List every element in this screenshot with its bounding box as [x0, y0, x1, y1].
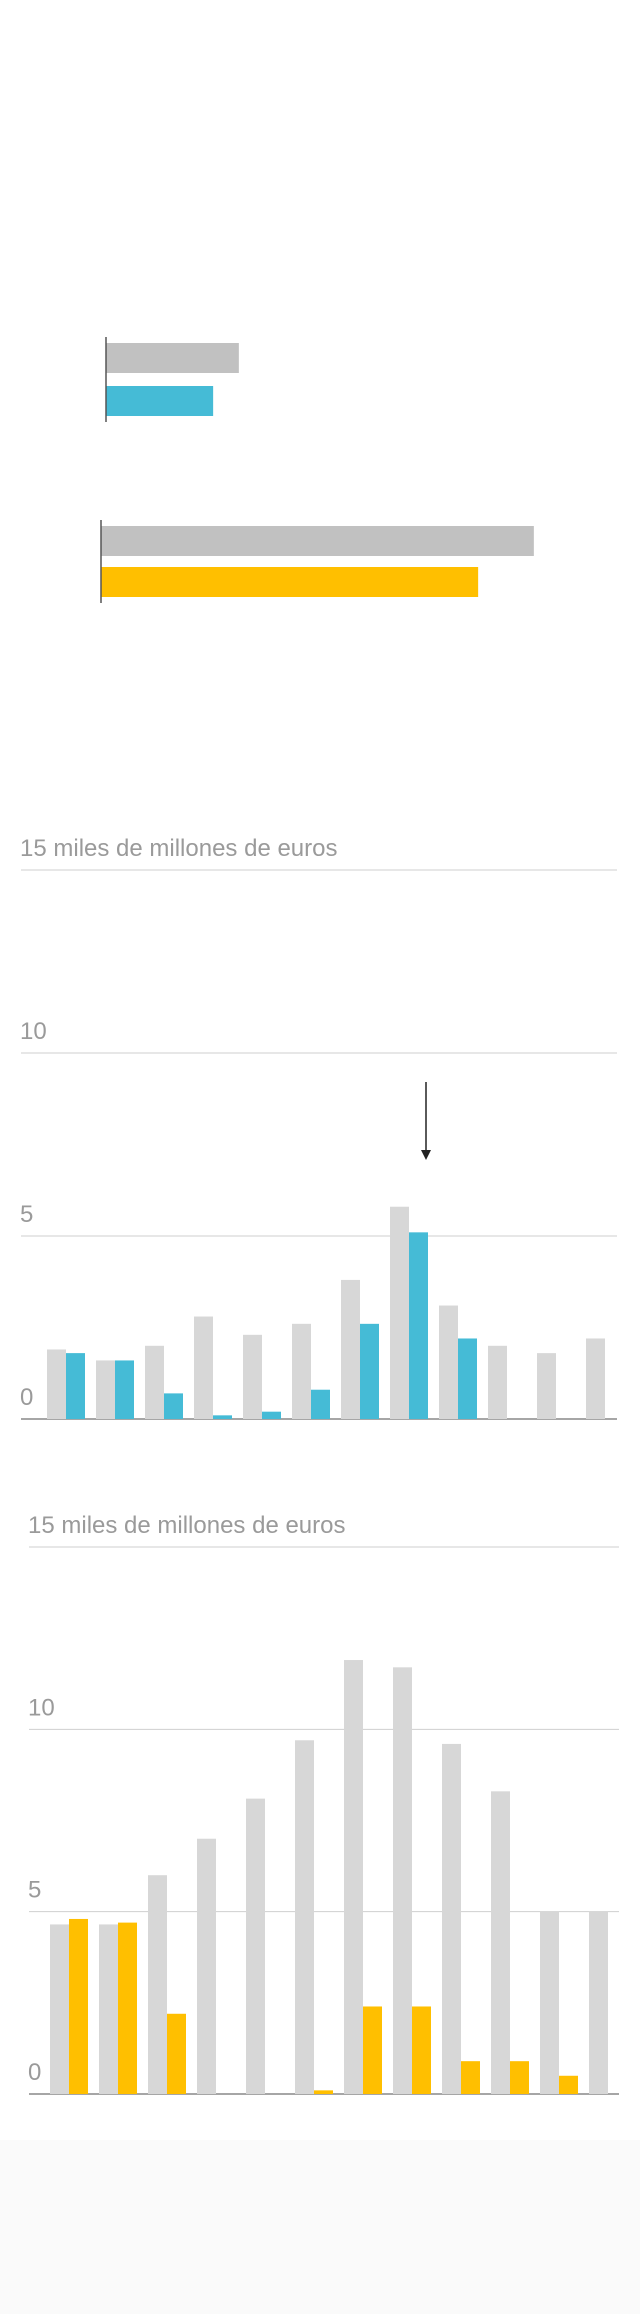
y-tick-label: 10 — [20, 1018, 47, 1045]
bar — [363, 2006, 382, 2094]
bar — [360, 1323, 379, 1419]
bar — [439, 1305, 458, 1419]
y-tick-label: 0 — [20, 1384, 33, 1411]
bar — [115, 1360, 134, 1419]
bar — [96, 1360, 115, 1419]
bar — [510, 2061, 529, 2094]
bar — [461, 2061, 480, 2094]
bar — [262, 1411, 281, 1419]
bar — [167, 2013, 186, 2094]
bar — [295, 1740, 314, 2094]
bar — [50, 1924, 69, 2094]
arrow-head — [421, 1150, 431, 1160]
bar — [458, 1338, 477, 1419]
bar — [47, 1349, 66, 1419]
bar — [148, 1875, 167, 2094]
bar — [559, 2075, 578, 2094]
bar — [197, 1838, 216, 2094]
bar — [106, 343, 239, 373]
bar — [99, 1924, 118, 2094]
bar — [194, 1316, 213, 1419]
y-tick-label: 15 miles de millones de euros — [20, 835, 338, 862]
bar — [409, 1232, 428, 1419]
bar — [488, 1345, 507, 1419]
bar — [540, 1911, 559, 2094]
bar — [344, 1660, 363, 2094]
bar — [537, 1353, 556, 1419]
bar — [393, 1667, 412, 2094]
bar — [341, 1279, 360, 1419]
y-tick-label: 5 — [28, 1877, 41, 1904]
bar — [101, 526, 534, 556]
bar — [213, 1415, 232, 1419]
bar — [314, 2090, 333, 2094]
bar — [442, 1743, 461, 2094]
y-tick-label: 15 miles de millones de euros — [28, 1512, 346, 1539]
bar — [145, 1345, 164, 1419]
y-tick-label: 10 — [28, 1694, 55, 1721]
bar — [106, 386, 214, 416]
bar — [311, 1389, 330, 1419]
y-tick-label: 5 — [20, 1201, 33, 1228]
y-tick-label: 0 — [28, 2059, 41, 2086]
bar — [412, 2006, 431, 2094]
bar — [66, 1353, 85, 1419]
bar — [292, 1323, 311, 1419]
bar — [101, 567, 479, 597]
bar — [243, 1334, 262, 1419]
bar — [164, 1393, 183, 1419]
bar — [246, 1798, 265, 2094]
bar — [118, 1922, 137, 2094]
bar — [390, 1206, 409, 1419]
bar — [586, 1338, 605, 1419]
bar — [69, 1918, 88, 2094]
footer-bg — [0, 2140, 640, 2314]
bar — [491, 1791, 510, 2094]
bar — [589, 1911, 608, 2094]
